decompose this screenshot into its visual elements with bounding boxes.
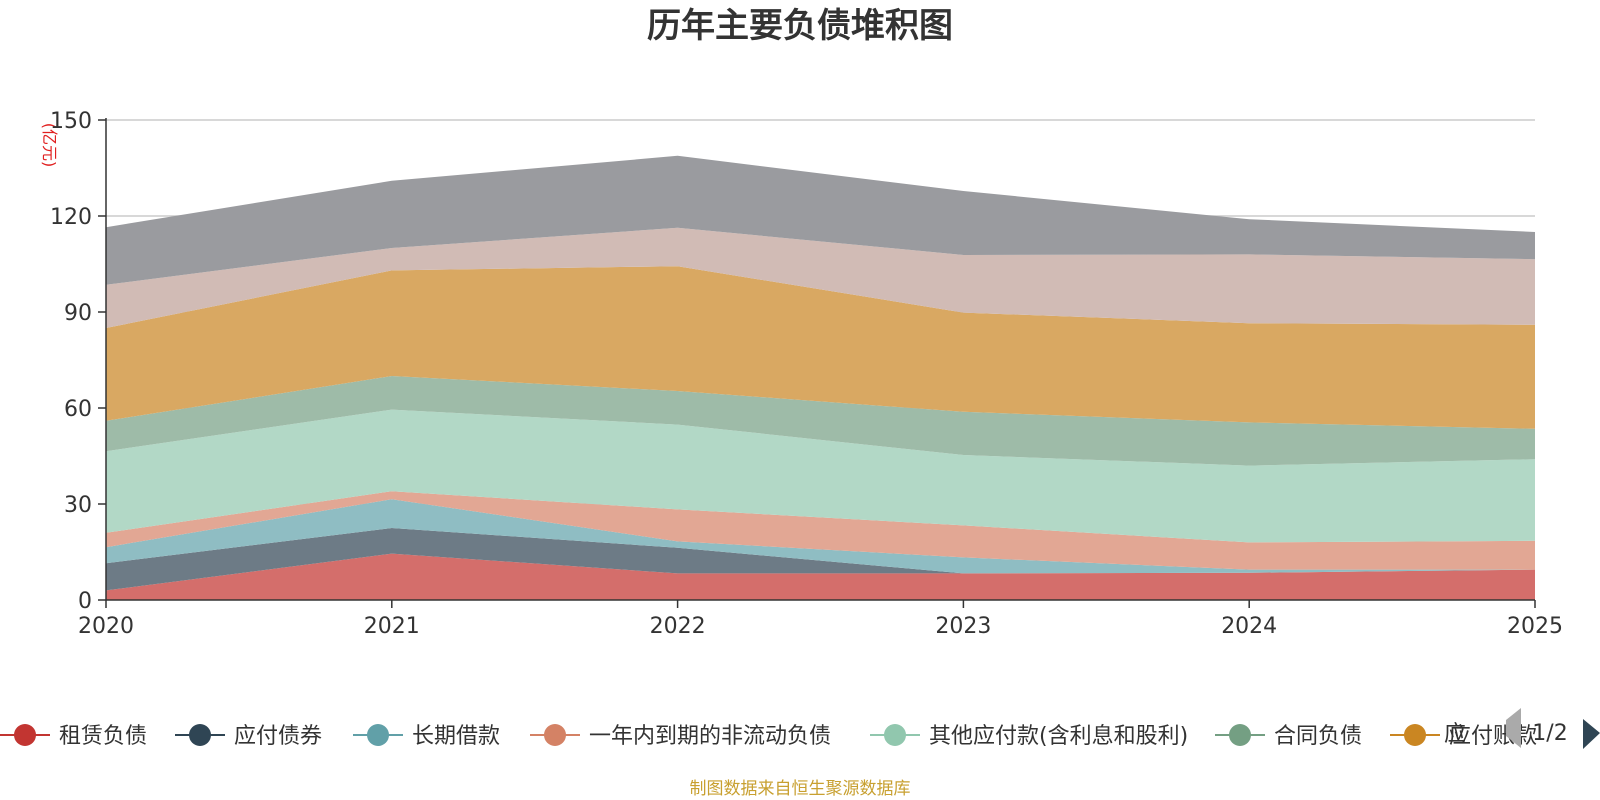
legend-item-5[interactable]: 合同负债 xyxy=(1215,724,1362,749)
axes xyxy=(105,118,1535,601)
y-tick-label: 120 xyxy=(50,205,92,230)
x-tick-label: 2024 xyxy=(1221,614,1277,639)
legend-item-partial-label: 应 xyxy=(1444,722,1466,747)
y-tick-label: 0 xyxy=(78,589,92,614)
area-series-5[interactable] xyxy=(106,376,1535,466)
y-tick-label: 150 xyxy=(50,109,92,134)
legend-label: 长期借款 xyxy=(412,724,500,749)
legend-circle-icon xyxy=(1229,724,1251,746)
x-tick-label: 2025 xyxy=(1507,614,1563,639)
legend-page-indicator: 1/2 xyxy=(1532,721,1567,746)
legend-next-page-icon[interactable] xyxy=(1583,719,1600,749)
legend-circle-icon xyxy=(544,724,566,746)
area-series-4[interactable] xyxy=(106,409,1535,543)
x-tick-label: 2020 xyxy=(78,614,134,639)
area-series-2[interactable] xyxy=(106,499,1535,574)
source-note: 制图数据来自恒生聚源数据库 xyxy=(690,779,911,799)
legend-circle-icon xyxy=(189,724,211,746)
y-tick-label: 60 xyxy=(64,397,92,422)
area-series-7[interactable] xyxy=(106,227,1535,328)
legend-label: 其他应付款(含利息和股利) xyxy=(929,724,1188,749)
area-series-8[interactable] xyxy=(106,155,1535,285)
y-tick-label: 90 xyxy=(64,301,92,326)
legend-label: 租赁负债 xyxy=(59,724,147,749)
area-series-1[interactable] xyxy=(106,528,1535,591)
y-tick-labels: 0 30 60 90 120 150 xyxy=(50,109,106,614)
legend-item-4[interactable]: 其他应付款(含利息和股利) xyxy=(870,724,1188,749)
legend-item-3[interactable]: 一年内到期的非流动负债 xyxy=(530,724,831,749)
x-tick-labels: 2020 2021 2022 2023 2024 2025 xyxy=(78,600,1563,639)
legend-item-2[interactable]: 长期借款 xyxy=(353,724,500,749)
legend-item-6[interactable]: 应付账款 xyxy=(1390,724,1537,749)
x-tick-label: 2022 xyxy=(650,614,706,639)
y-axis-unit-label: (亿元) xyxy=(40,123,59,168)
legend-item-0[interactable]: 租赁负债 xyxy=(0,724,147,749)
x-tick-label: 2021 xyxy=(364,614,420,639)
legend-prev-page-icon[interactable] xyxy=(1506,708,1521,748)
x-tick-label: 2023 xyxy=(935,614,991,639)
legend-label: 应付账款 xyxy=(1449,724,1537,749)
area-series-3[interactable] xyxy=(106,491,1535,570)
legend: 租赁负债 应付债券 长期借款 一年内到期的非流动负债 其他应付款(含利息和股利) 合同负债… xyxy=(0,724,1537,749)
y-tick-label: 30 xyxy=(64,493,92,518)
area-series-0[interactable] xyxy=(106,553,1535,600)
chart-title: 历年主要负债堆积图 xyxy=(647,6,953,46)
legend-circle-icon xyxy=(367,724,389,746)
legend-label: 应付债券 xyxy=(234,724,322,749)
legend-label: 合同负债 xyxy=(1274,724,1362,749)
area-series-6[interactable] xyxy=(106,266,1535,429)
legend-label: 一年内到期的非流动负债 xyxy=(589,724,831,749)
legend-circle-icon xyxy=(14,724,36,746)
area-series-group xyxy=(106,155,1535,600)
legend-circle-icon xyxy=(884,724,906,746)
legend-item-1[interactable]: 应付债券 xyxy=(175,724,322,749)
